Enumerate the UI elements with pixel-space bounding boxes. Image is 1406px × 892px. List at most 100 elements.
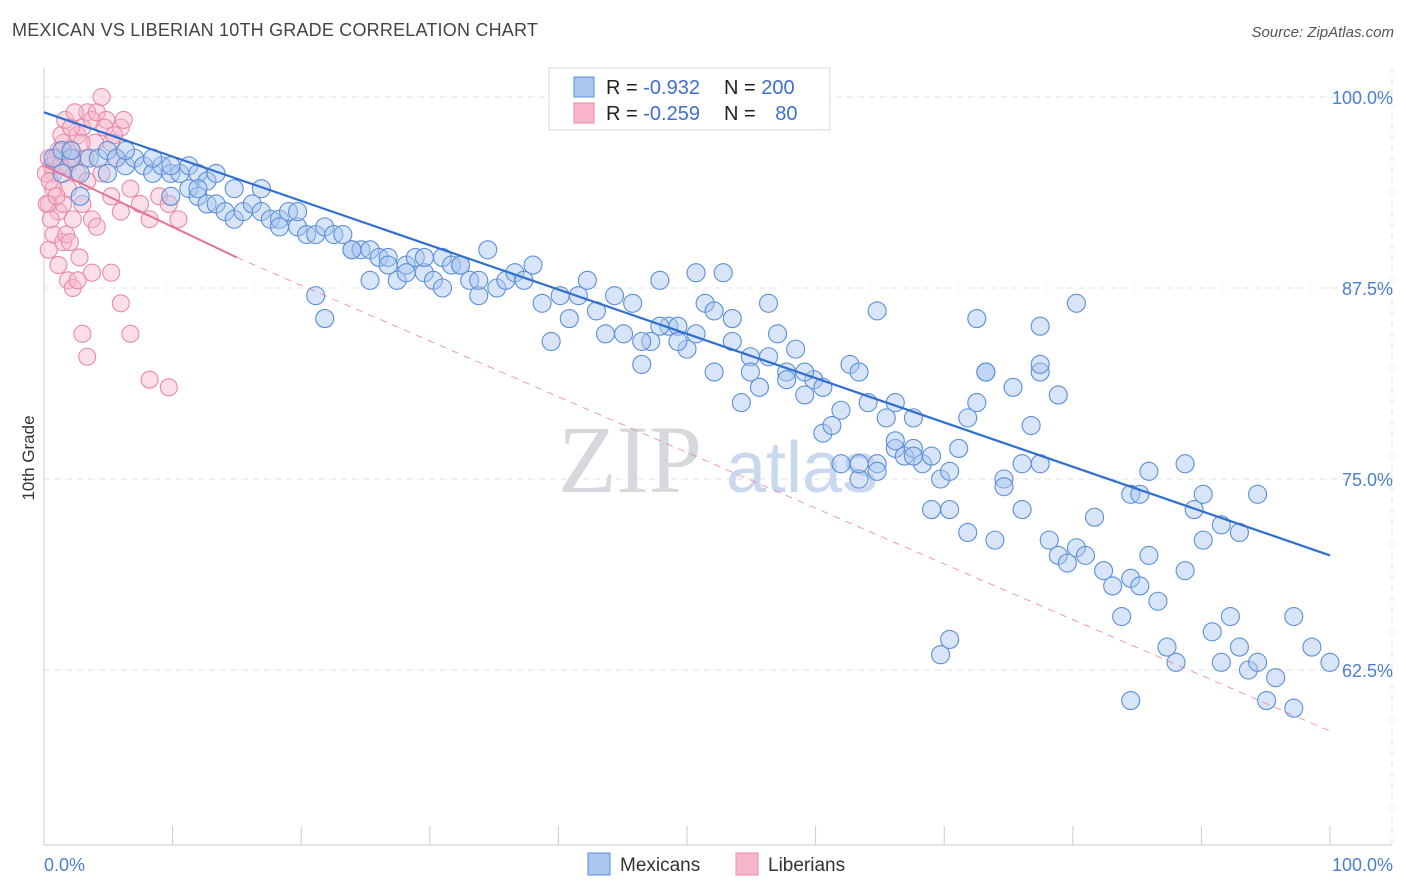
mexicans-point-20 — [61, 140, 81, 161]
liberians-point-27 — [92, 164, 111, 183]
legend-n-label-1: N = — [724, 77, 761, 99]
legend: R = -0.932 N = 200 R = -0.259 N = 80 — [548, 67, 831, 131]
mexicans-point-143 — [949, 438, 969, 458]
bottom-legend: Mexicans Liberians — [587, 852, 845, 876]
mexicans-point-176 — [1139, 545, 1159, 565]
mexicans-point-122 — [903, 438, 923, 458]
watermark-zip: ZIP — [558, 406, 702, 513]
mexicans-point-134 — [831, 400, 851, 420]
mexicans-point-190 — [1266, 668, 1286, 688]
liberians-point-30 — [121, 179, 140, 198]
mexicans-point-116 — [849, 469, 869, 489]
liberians-point-61 — [60, 233, 79, 252]
mexicans-point-49 — [224, 179, 244, 199]
mexicans-point-145 — [967, 393, 987, 413]
liberians-point-46 — [102, 263, 121, 282]
liberians-point-54 — [65, 103, 84, 122]
mexicans-point-65 — [478, 240, 498, 260]
mexicans-point-204 — [1302, 637, 1322, 657]
liberians-point-62 — [70, 248, 89, 267]
mexicans-point-88 — [595, 324, 616, 344]
liberians-point-51 — [52, 126, 71, 145]
liberians-point-59 — [47, 187, 66, 206]
liberians-point-72 — [72, 133, 91, 152]
trend-lines — [43, 111, 1331, 732]
mexicans-point-142 — [940, 500, 960, 520]
mexicans-point-153 — [1039, 530, 1059, 550]
mexicans-point-159 — [849, 454, 869, 474]
mexicans-point-105 — [749, 377, 770, 397]
mexicans-point-179 — [1166, 652, 1186, 672]
mexicans-point-192 — [1030, 316, 1050, 336]
mexicans-point-110 — [795, 385, 815, 405]
mexicans-point-70 — [523, 255, 543, 275]
mexicans-point-43 — [161, 156, 181, 176]
svg-text:N = 200: N = 200 — [724, 77, 795, 99]
legend-r-label-2: R = — [606, 103, 643, 125]
mexicans-point-101 — [713, 263, 733, 283]
legend-swatch-liberians — [573, 102, 595, 124]
legend-swatch-mexicans — [573, 76, 595, 98]
mexicans-point-198 — [1175, 454, 1195, 474]
mexicans-point-158 — [1084, 507, 1105, 527]
mexicans-point-150 — [1012, 500, 1032, 520]
mexicans-point-47 — [188, 179, 208, 199]
mexicans-point-155 — [1057, 553, 1077, 573]
mexicans-point-160 — [867, 461, 887, 481]
liberians-trend-extension — [236, 256, 1331, 732]
mexicans-series — [43, 140, 1340, 718]
mexicans-point-54 — [378, 247, 398, 267]
svg-text:N = 80: N = 80 — [724, 103, 798, 125]
liberians-point-44 — [78, 347, 97, 366]
mexicans-point-86 — [577, 270, 597, 290]
mexicans-point-161 — [885, 431, 905, 451]
mexicans-point-79 — [414, 247, 434, 267]
legend-box — [548, 67, 831, 131]
bottom-legend-swatch-mexicans — [587, 852, 611, 876]
mexicans-point-175 — [1130, 576, 1150, 596]
bottom-legend-label-mexicans: Mexicans — [620, 855, 700, 876]
liberians-point-35 — [169, 210, 188, 229]
liberians-point-21 — [63, 210, 82, 229]
mexicans-point-80 — [432, 278, 453, 298]
mexicans-point-131 — [777, 370, 797, 390]
mexicans-point-82 — [469, 270, 489, 290]
mexicans-point-98 — [686, 263, 706, 283]
y-tick-label-2: 75.0% — [1342, 470, 1393, 490]
mexicans-point-205 — [1320, 652, 1340, 672]
mexicans-point-102 — [722, 309, 742, 329]
mexicans-point-202 — [1247, 484, 1268, 504]
mexicans-point-172 — [1103, 576, 1123, 596]
mexicans-point-135 — [849, 362, 869, 382]
liberians-point-48 — [121, 324, 140, 343]
liberians-point-11 — [92, 87, 111, 107]
mexicans-point-129 — [740, 362, 760, 382]
legend-r-label-1: R = — [606, 77, 643, 99]
watermark: ZIP atlas — [558, 406, 878, 513]
mexicans-point-77 — [378, 255, 398, 275]
y-tick-label-0: 100.0% — [1332, 88, 1393, 108]
mexicans-point-45 — [115, 140, 136, 161]
x-tick-label-0: 0.0% — [44, 855, 85, 875]
mexicans-point-78 — [396, 263, 416, 283]
mexicans-point-185 — [1220, 606, 1240, 627]
liberians-point-45 — [82, 263, 102, 282]
mexicans-point-165 — [958, 408, 978, 428]
mexicans-point-124 — [650, 316, 670, 336]
source-label: Source: ZipAtlas.com — [1251, 24, 1394, 41]
mexicans-point-123 — [632, 331, 652, 352]
y-axis-label: 10th Grade — [19, 415, 38, 500]
mexicans-point-196 — [1130, 484, 1150, 504]
liberians-point-47 — [111, 294, 130, 313]
liberians-point-34 — [159, 194, 178, 214]
mexicans-point-203 — [1284, 606, 1304, 627]
mexicans-point-109 — [786, 339, 806, 359]
mexicans-point-125 — [668, 331, 688, 352]
svg-text:R = -0.259: R = -0.259 — [606, 103, 700, 125]
mexicans-point-114 — [831, 454, 851, 474]
y-tick-label-1: 87.5% — [1342, 279, 1393, 299]
mexicans-point-183 — [1202, 622, 1222, 642]
mexicans-point-39 — [333, 224, 353, 245]
mexicans-point-50 — [269, 217, 290, 237]
mexicans-point-100 — [704, 362, 724, 382]
